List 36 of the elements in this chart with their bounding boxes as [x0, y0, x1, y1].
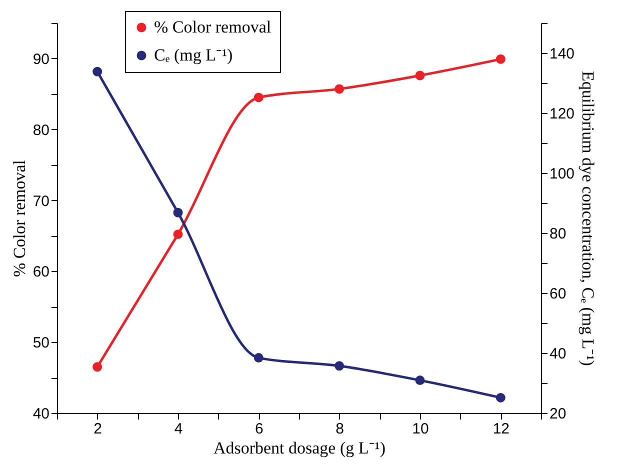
point [173, 230, 183, 240]
point [92, 362, 102, 372]
point [92, 66, 102, 76]
y2-tick-label: 140 [550, 46, 575, 62]
y-tick-label: 90 [32, 50, 50, 68]
x-tick-label: 4 [174, 420, 183, 438]
point [496, 54, 506, 64]
point [334, 84, 344, 94]
point [334, 361, 344, 371]
point [173, 208, 183, 218]
y2-tick-label: 40 [550, 346, 566, 362]
y2-tick-label: 20 [550, 406, 566, 422]
legend-label: Cₑ (mg L⁻¹) [154, 46, 233, 64]
y2-tick-label: 100 [550, 166, 575, 182]
y-tick-label: 60 [32, 264, 50, 281]
x-tick-label: 12 [492, 420, 510, 438]
point [496, 392, 506, 402]
point [415, 376, 425, 386]
legend-label: % Color removal [154, 18, 272, 36]
point [415, 70, 425, 80]
y-tick-label: 80 [32, 122, 50, 139]
x-axis-title: Adsorbent dosage (g L⁻¹) [213, 438, 386, 458]
y-tick-label: 40 [32, 406, 50, 422]
y2-axis-title: Equilibrium dye concentration, Cₑ (mg L⁻¹) [578, 71, 598, 366]
x-tick-label: 10 [412, 420, 429, 438]
point [254, 92, 264, 102]
point [254, 353, 264, 363]
y2-tick-label: 60 [550, 286, 566, 302]
y-tick-label: 50 [32, 334, 50, 352]
x-tick-label: 8 [336, 420, 344, 438]
y-axis-title: % Color removal [10, 160, 29, 278]
x-tick-label: 2 [94, 420, 102, 438]
y2-tick-label: 80 [550, 226, 566, 242]
y2-tick-label: 120 [550, 106, 575, 122]
y-tick-label: 70 [32, 192, 50, 210]
x-tick-label: 6 [254, 420, 264, 438]
